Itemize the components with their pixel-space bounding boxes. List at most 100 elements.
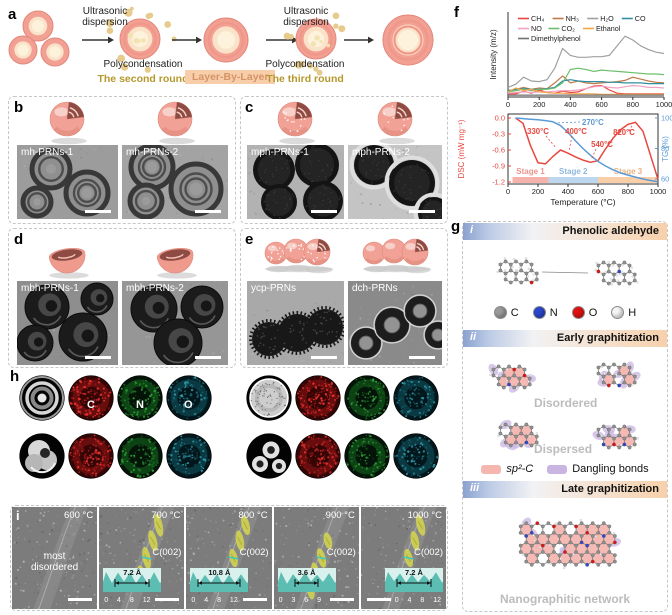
temperature-label: 1000 °C [407,510,443,521]
legend-item: CO [635,14,646,23]
annotation-330°C: 330°C [527,127,549,136]
fringe-spacing-value: 7.2 Å [123,568,142,577]
g-section-header-ii: ii Early graphitization [463,330,667,347]
sp2-legend-item: sp²-C [481,463,533,475]
third-round-label: The third round [266,73,344,85]
dangling-swatch [547,464,568,474]
panel-label-d: d [14,231,24,248]
stage-label: Stage 3 [614,167,643,176]
temperature-label: 700 °C [151,510,181,521]
dsc-xtick: 600 [592,187,605,196]
stage-label: Stage 1 [516,167,545,176]
element-map-circle [68,433,114,479]
nanographitic-network-label: Nanographitic network [499,592,630,606]
panel-label-g: g [451,218,461,235]
panel-i-box: i 600 °C most disordered 700 °C C(002) 7… [10,505,448,611]
tem-image-mbh-prns-2: mbh-PRNs-2 [122,281,228,365]
stage-band [598,177,658,183]
g-section-header-iii: iii Late graphitization [463,481,667,498]
stage-band [512,177,549,183]
stage-band [548,177,598,183]
dsc-ytick: -0.3 [492,130,505,139]
atom-symbol: H [628,306,637,319]
g-section-title: Early graphitization [556,332,659,344]
scale-bar [329,598,354,601]
dsc-ylabel: DSC (mW mg⁻¹) [457,119,466,178]
hrtem-frame-600c: i 600 °C most disordered [12,507,98,609]
ega-xtick: 600 [595,100,608,109]
legend-item: Dimethylphenol [531,34,581,43]
tem-label: mh-PRNs-2 [126,147,179,158]
element-map-circle [166,433,212,479]
x-axis-title: Temperature (°C) [550,197,615,207]
scale-bar [242,598,267,601]
element-map-circle [19,375,65,421]
dsc-xtick: 1000 [650,187,667,196]
second-round-label: The second round [97,73,189,85]
tem-label: mbh-PRNs-2 [126,283,184,294]
ycp-dch-renders [264,238,431,274]
g-section-number: i [470,224,474,236]
panel-label-b: b [14,99,24,116]
disordered-label: Disordered [534,396,598,410]
scale-bar [409,356,435,359]
n-atom-icon [532,306,546,319]
ega-xtick: 200 [533,100,546,109]
tem-image-mh-prns-2: mh-PRNs-2 [122,145,228,219]
element-map-circle [117,375,163,421]
tem-label: ycp-PRNs [251,283,297,294]
fringe-profile-inset: 3.6 Å [277,568,336,592]
dsc-xtick: 400 [562,187,575,196]
g-section-number: iii [470,482,480,494]
dispersed-label: Dispersed [534,442,593,456]
mph-prns-renders [277,101,415,145]
scale-bar [85,356,111,359]
late-graphitization-structure [518,517,621,569]
fringe-spacing-value: 3.6 Å [297,568,316,577]
legend-item: CO₂ [561,24,575,33]
dsc-xtick: 0 [506,187,510,196]
panel-label-a: a [8,6,17,23]
mh-prns-renders [49,101,195,145]
hrtem-frame-800c: 800 °C C(002) 10.8 Å 0 4 8 12 [186,507,272,609]
disorder-note: most disordered [30,551,79,573]
scale-bar [68,598,93,601]
element-map-circle [393,433,439,479]
early-graphitization-structures [488,361,641,451]
inset-axis-ticks: 0 3 6 9 [278,597,322,604]
c-atom-icon [493,306,507,319]
layer-by-layer-badge: Layer-By-Layer [185,70,276,84]
lattice-plane-label: C(002) [152,547,182,558]
g-section-title: Phenolic aldehyde [562,225,659,237]
lattice-plane-label: C(002) [326,547,356,558]
element-map-circle [68,375,114,421]
element-map-circle [295,433,341,479]
ultrasonic-dispersion-label-2: Ultrasonic dispersion [283,6,329,28]
tem-image-mph-prns-2: mph-PRNs-2 [348,145,442,219]
tem-label: mh-PRNs-1 [21,147,74,158]
tem-image-mph-prns-1: mph-PRNs-1 [247,145,344,219]
atom-symbol: O [588,306,598,319]
panel-label-f: f [454,4,459,21]
ega-ylabel: Intensity (m/z) [489,29,498,80]
legend-item: Ethanol [596,24,621,33]
lattice-plane-label: C(002) [239,547,269,558]
hrtem-frame-700c: 700 °C C(002) 7.2 Å 0 4 8 12 [99,507,185,609]
polycondensation-label-2: Polycondensation [265,59,345,70]
element-map-circle [117,433,163,479]
sp2-swatch [481,464,502,474]
series-H₂O [507,35,665,88]
tg-ytick: 80 [661,144,669,153]
dsc-curve [515,117,659,180]
annotation-400°C: 400°C [565,127,587,136]
atom-symbol: N [549,306,558,319]
tg-ylabel: TG (%) [661,136,670,162]
tg-ytick: 100 [661,114,672,123]
mbh-prns-renders [48,247,197,279]
panel-label-e: e [245,231,254,248]
tg-ytick: 60 [661,174,669,183]
annotation-270°C: 270°C [582,118,604,127]
g-section-title: Late graphitization [561,483,659,495]
hrtem-frame-1000c: 1000 °C C(002) 7.2 Å 0 4 8 12 [360,507,447,609]
atom-legend-item: O [571,306,598,319]
